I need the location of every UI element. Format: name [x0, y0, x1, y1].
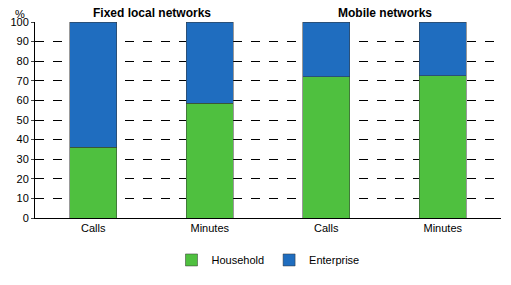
svg-text:Minutes: Minutes	[190, 222, 229, 234]
svg-text:20: 20	[17, 173, 29, 185]
svg-text:0: 0	[23, 212, 29, 224]
svg-text:90: 90	[17, 35, 29, 47]
svg-text:Calls: Calls	[81, 222, 106, 234]
svg-text:80: 80	[17, 55, 29, 67]
svg-text:Household: Household	[212, 254, 265, 266]
svg-text:Calls: Calls	[314, 222, 339, 234]
svg-text:60: 60	[17, 94, 29, 106]
svg-text:%: %	[15, 8, 25, 20]
svg-text:30: 30	[17, 153, 29, 165]
svg-text:70: 70	[17, 75, 29, 87]
svg-text:50: 50	[17, 114, 29, 126]
svg-text:10: 10	[17, 192, 29, 204]
svg-text:100: 100	[10, 16, 28, 28]
svg-text:Minutes: Minutes	[423, 222, 462, 234]
svg-text:Enterprise: Enterprise	[309, 254, 359, 266]
svg-text:Fixed local networks: Fixed local networks	[93, 6, 211, 20]
svg-text:Mobile networks: Mobile networks	[338, 6, 432, 20]
svg-text:40: 40	[17, 133, 29, 145]
